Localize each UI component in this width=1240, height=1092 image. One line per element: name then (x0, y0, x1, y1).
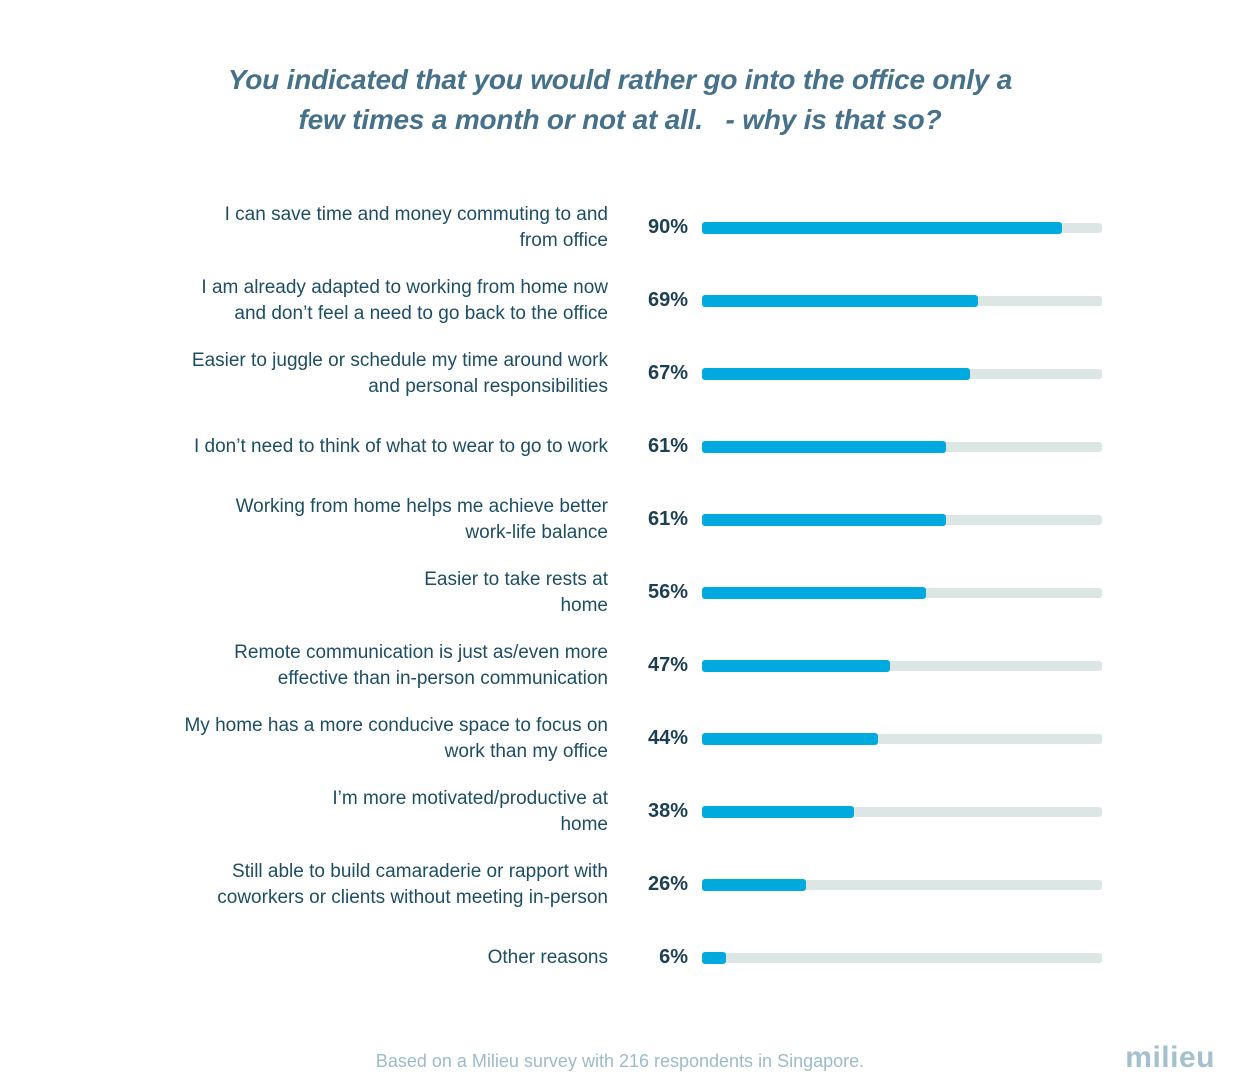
bar-fill (702, 513, 946, 526)
row-percent: 47% (647, 654, 688, 676)
bar-track (702, 440, 1102, 453)
bar-chart: I can save time and money commuting to a… (0, 191, 1102, 994)
row-percent: 44% (647, 727, 688, 749)
row-label: Other reasons (487, 946, 608, 968)
row-label: I’m more motivated/productive at home (332, 787, 608, 835)
chart-row: Working from home helps me achieve bette… (0, 483, 1102, 556)
bar-fill (702, 440, 946, 453)
bar-fill (702, 805, 854, 818)
bar-fill (702, 367, 970, 380)
chart-row: I don’t need to think of what to wear to… (0, 410, 1102, 483)
chart-row: My home has a more conducive space to fo… (0, 702, 1102, 775)
row-label: I can save time and money commuting to a… (224, 203, 608, 251)
bar-track (702, 659, 1102, 672)
chart-row: Remote communication is just as/even mor… (0, 629, 1102, 702)
row-label: Still able to build camaraderie or rappo… (217, 860, 608, 908)
bar-track (702, 732, 1102, 745)
row-label: My home has a more conducive space to fo… (184, 714, 608, 762)
row-percent: 38% (647, 800, 688, 822)
bar-track (702, 586, 1102, 599)
row-percent: 90% (647, 216, 688, 238)
row-label: Working from home helps me achieve bette… (235, 495, 608, 543)
bar-fill (702, 294, 978, 307)
chart-row: Easier to juggle or schedule my time aro… (0, 337, 1102, 410)
row-percent: 56% (647, 581, 688, 603)
bar-track (702, 878, 1102, 891)
bar-fill (702, 221, 1062, 234)
bar-fill (702, 586, 926, 599)
chart-row: I can save time and money commuting to a… (0, 191, 1102, 264)
bar-fill (702, 878, 806, 891)
bar-track (702, 367, 1102, 380)
bar-fill (702, 659, 890, 672)
row-percent: 61% (647, 508, 688, 530)
chart-title: You indicated that you would rather go i… (227, 64, 1013, 135)
bar-track (702, 294, 1102, 307)
row-label: I am already adapted to working from hom… (201, 276, 608, 324)
row-percent: 69% (647, 289, 688, 311)
row-percent: 67% (647, 362, 688, 384)
chart-row: I’m more motivated/productive at home 38… (0, 775, 1102, 848)
row-label: I don’t need to think of what to wear to… (193, 435, 608, 457)
bar-fill (702, 951, 726, 964)
bar-track (702, 805, 1102, 818)
chart-row: Easier to take rests at home 56% (0, 556, 1102, 629)
row-label: Easier to juggle or schedule my time aro… (191, 349, 608, 397)
bar-track (702, 513, 1102, 526)
chart-row: Still able to build camaraderie or rappo… (0, 848, 1102, 921)
chart-row: Other reasons 6% (0, 921, 1102, 994)
chart-row: I am already adapted to working from hom… (0, 264, 1102, 337)
source-note: Based on a Milieu survey with 216 respon… (375, 1051, 865, 1071)
row-percent: 61% (647, 435, 688, 457)
bar-track (702, 221, 1102, 234)
bar-fill (702, 732, 878, 745)
row-label: Remote communication is just as/even mor… (234, 641, 608, 689)
row-label: Easier to take rests at home (424, 568, 608, 616)
bar-track (702, 951, 1102, 964)
milieu-logo: milieu (1125, 1041, 1215, 1074)
row-percent: 6% (659, 946, 688, 968)
row-percent: 26% (647, 873, 688, 895)
